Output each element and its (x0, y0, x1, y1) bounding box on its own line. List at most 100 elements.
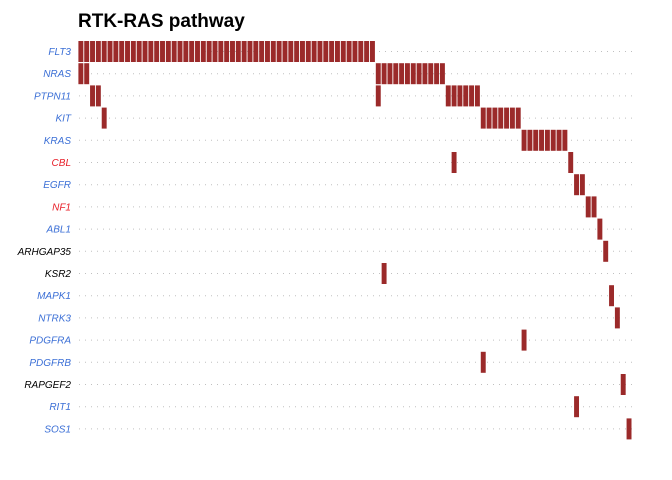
alteration-bar (527, 129, 533, 151)
alteration-bar (352, 41, 358, 62)
alteration-bar (195, 41, 200, 62)
alteration-bar (78, 41, 84, 62)
alteration-bar (78, 63, 84, 85)
alteration-bar (515, 107, 521, 129)
alteration-bar (544, 129, 550, 151)
chart-title: RTK-RAS pathway (78, 11, 245, 32)
alteration-bar (334, 41, 340, 62)
gene-label-sos1: SOS1 (44, 424, 71, 435)
alteration-bar (585, 196, 591, 218)
gene-label-egfr: EGFR (43, 180, 71, 191)
alteration-bar (375, 63, 381, 85)
alteration-bar (369, 41, 375, 62)
alteration-bar (451, 152, 457, 173)
alteration-bar (591, 196, 597, 218)
alteration-bar (212, 41, 218, 62)
alteration-bar (125, 41, 130, 62)
alteration-bar (439, 63, 445, 85)
alteration-bar (136, 41, 142, 62)
alteration-bar (399, 63, 405, 85)
gene-label-cbl: CBL (52, 158, 71, 169)
alteration-bar (101, 41, 107, 62)
alteration-bar (509, 107, 515, 129)
alteration-bar (434, 63, 440, 85)
gene-label-flt3: FLT3 (48, 47, 71, 58)
alteration-bar (474, 85, 480, 107)
alteration-bar (504, 107, 510, 129)
alteration-bar (224, 41, 230, 62)
alteration-bar (230, 41, 235, 62)
alteration-bar (270, 41, 276, 62)
alteration-bar (282, 41, 288, 62)
alteration-bar (422, 63, 428, 85)
alteration-bar (294, 41, 300, 62)
alteration-bar (160, 41, 165, 62)
gene-label-abl1: ABL1 (46, 225, 71, 236)
alteration-bar (539, 129, 545, 151)
alteration-bar (90, 85, 95, 107)
alteration-bar (626, 418, 632, 440)
alteration-bar (206, 41, 212, 62)
alteration-bar (533, 129, 539, 151)
alteration-bar (480, 107, 486, 129)
alteration-bar (393, 63, 399, 85)
alteration-bar (609, 285, 614, 307)
alteration-bar (521, 329, 527, 351)
alteration-bar (288, 41, 294, 62)
alteration-bar (568, 152, 574, 173)
gene-label-ptpn11: PTPN11 (34, 91, 71, 102)
alteration-bar (142, 41, 148, 62)
alteration-bar (358, 41, 364, 62)
alteration-bar (574, 174, 580, 196)
alteration-bar (189, 41, 195, 62)
alteration-bar (101, 107, 107, 129)
gene-label-kit: KIT (55, 114, 71, 125)
gene-label-kras: KRAS (44, 136, 72, 147)
alteration-bar (130, 41, 136, 62)
gene-label-nf1: NF1 (52, 202, 71, 213)
alteration-bar (107, 41, 113, 62)
alteration-bar (404, 63, 410, 85)
alteration-bar (311, 41, 317, 62)
alteration-bar (463, 85, 469, 107)
alteration-bar (620, 374, 626, 395)
alteration-bar (183, 41, 189, 62)
alteration-bar (451, 85, 457, 107)
alteration-bar (90, 41, 95, 62)
alteration-bar (200, 41, 206, 62)
alteration-bar (469, 85, 475, 107)
gene-rows: FLT3 NRAS PTPN11 KIT KRAS CBL EGFR NF1 ABL1 ARHGA… (17, 41, 632, 440)
alteration-bar (375, 85, 381, 107)
alteration-bar (177, 41, 183, 62)
alteration-bar (247, 41, 253, 62)
alteration-bar (253, 41, 259, 62)
alteration-bar (381, 63, 387, 85)
alteration-bar (486, 107, 492, 129)
alteration-bar (84, 63, 90, 85)
alteration-bar (340, 41, 346, 62)
alteration-bar (95, 41, 101, 62)
alteration-bar (521, 129, 527, 151)
alteration-bar (574, 396, 580, 418)
gene-label-pdgfrb: PDGFRB (29, 358, 71, 369)
alteration-bar (556, 129, 562, 151)
alteration-bar (259, 41, 265, 62)
alteration-bar (276, 41, 282, 62)
alteration-bar (480, 351, 486, 373)
alteration-bar (265, 41, 270, 62)
alteration-bar (492, 107, 498, 129)
gene-label-nras: NRAS (43, 69, 71, 80)
alteration-bar (364, 41, 370, 62)
alteration-bar (95, 85, 101, 107)
alteration-bar (329, 41, 335, 62)
alteration-bar (410, 63, 416, 85)
alteration-bar (387, 63, 393, 85)
alteration-bar (235, 41, 241, 62)
alteration-bar (346, 41, 352, 62)
alteration-bar (597, 218, 603, 240)
gene-label-rapgef2: RAPGEF2 (24, 380, 71, 391)
gene-label-pdgfra: PDGFRA (29, 336, 71, 347)
alteration-bar (323, 41, 329, 62)
alteration-bar (154, 41, 160, 62)
